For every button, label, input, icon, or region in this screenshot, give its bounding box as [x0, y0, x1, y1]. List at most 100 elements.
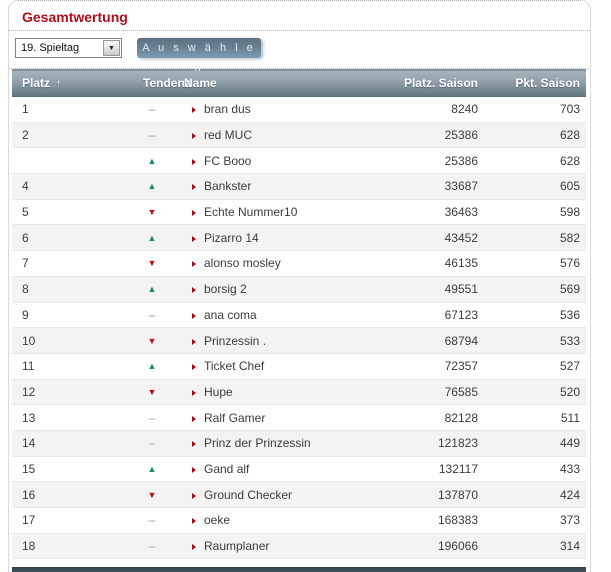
name-bullet-icon [192, 415, 196, 422]
divider [9, 68, 590, 69]
trend-same-icon: – [148, 410, 156, 425]
table-row: 9 – ana coma 67123 536 [12, 302, 586, 329]
player-name-cell[interactable]: bran dus [182, 96, 394, 123]
matchday-select-value: 19. Spieltag [21, 42, 80, 54]
rank-cell: 12 [12, 379, 122, 406]
pkt-saison-cell: 520 [502, 379, 586, 406]
platz-saison-cell: 43452 [394, 224, 502, 252]
pkt-saison-cell: 582 [502, 224, 586, 252]
rank-cell: 1 [12, 96, 122, 123]
player-name: red MUC [204, 128, 253, 143]
column-header-platz-saison[interactable]: Platz. Saison [394, 69, 502, 97]
name-bullet-icon [192, 441, 196, 448]
name-bullet-icon [192, 210, 196, 217]
player-name: Prinz der Prinzessin [204, 436, 311, 451]
trend-same-icon: – [148, 539, 156, 554]
pkt-saison-cell: 605 [502, 173, 586, 200]
player-name-cell[interactable]: Hupe [182, 379, 394, 406]
table-row: 14 – Prinz der Prinzessin 121823 449 [12, 430, 586, 457]
player-name-cell[interactable]: Prinz der Prinzessin [182, 430, 394, 457]
trend-cell: ▲ [122, 147, 182, 175]
column-header-tendenz[interactable]: Tendenz [122, 69, 191, 97]
player-name-cell[interactable]: ana coma [182, 302, 394, 329]
trend-cell: ▼ [122, 199, 182, 226]
platz-saison-cell: 46135 [394, 250, 502, 277]
name-bullet-icon [192, 287, 196, 294]
name-bullet-icon [192, 518, 196, 525]
column-header-platz[interactable]: Platz ↑ [12, 69, 122, 97]
pkt-saison-cell: 569 [502, 276, 586, 303]
player-name-cell[interactable]: Echte Nummer10 [182, 199, 394, 226]
player-name: Ralf Gamer [204, 410, 266, 425]
controls-row: 19. Spieltag ▼ A u s w ä h l e n [15, 38, 590, 74]
player-name: ana coma [204, 307, 257, 322]
player-name-cell[interactable]: Ticket Chef [182, 353, 394, 380]
trend-cell: ▲ [122, 224, 182, 252]
player-name: Raumplaner [204, 539, 270, 554]
trend-cell: – [122, 533, 182, 560]
player-name-cell[interactable]: Bankster [182, 173, 394, 200]
rank-cell: 9 [12, 302, 122, 329]
platz-saison-cell: 36463 [394, 199, 502, 226]
trend-up-icon: ▲ [147, 463, 157, 474]
name-bullet-icon [192, 184, 196, 191]
player-name: Gand alf [204, 461, 250, 476]
trend-cell: ▼ [122, 481, 182, 508]
name-bullet-icon [192, 364, 196, 371]
name-bullet-icon [192, 338, 196, 345]
name-bullet-icon [192, 107, 196, 114]
rank-cell: 14 [12, 430, 122, 457]
player-name-cell[interactable]: FC Booo [182, 147, 394, 175]
table-row: 2 – red MUC 25386 628 [12, 122, 586, 149]
pkt-saison-cell: 433 [502, 456, 586, 483]
name-bullet-icon [192, 466, 196, 473]
rank-cell: 8 [12, 276, 122, 303]
select-dropdown-button[interactable]: ▼ [103, 40, 120, 56]
player-name-cell[interactable]: oeke [182, 507, 394, 534]
platz-saison-cell: 25386 [394, 122, 502, 149]
chevron-down-icon: ▼ [108, 44, 115, 52]
name-bullet-icon [192, 544, 196, 551]
table-row: 17 – oeke 168383 373 [12, 507, 586, 534]
page-title: Gesamtwertung [22, 9, 128, 25]
platz-saison-cell: 76585 [394, 379, 502, 406]
platz-saison-cell: 137870 [394, 481, 502, 508]
trend-down-icon: ▼ [147, 386, 157, 397]
player-name-cell[interactable]: Raumplaner [182, 533, 394, 560]
platz-saison-cell: 33687 [394, 173, 502, 200]
trend-down-icon: ▼ [147, 207, 157, 218]
player-name: FC Booo [204, 153, 252, 168]
trend-cell: – [122, 507, 182, 534]
name-bullet-icon [192, 133, 196, 140]
player-name-cell[interactable]: Pizarro 14 [182, 224, 394, 252]
player-name-cell[interactable]: alonso mosley [182, 250, 394, 277]
platz-saison-cell: 72357 [394, 353, 502, 380]
player-name-cell[interactable]: Prinzessin . [182, 327, 394, 354]
column-header-pkt-saison[interactable]: Pkt. Saison [502, 69, 586, 97]
player-name: Bankster [204, 179, 252, 194]
matchday-select[interactable]: 19. Spieltag ▼ [15, 38, 122, 58]
title-row: Gesamtwertung [9, 1, 590, 31]
pkt-saison-cell: 628 [502, 122, 586, 149]
table-row: 4 ▲ Bankster 33687 605 [12, 173, 586, 200]
trend-cell: ▲ [122, 353, 182, 380]
trend-cell: – [122, 96, 182, 123]
rank-cell: 2 [12, 122, 122, 149]
name-bullet-icon [192, 492, 196, 499]
player-name-cell[interactable]: Ground Checker [182, 481, 394, 508]
sort-asc-icon: ↑ [56, 78, 62, 90]
rank-cell: 6 [12, 224, 122, 252]
name-bullet-icon [192, 389, 196, 396]
player-name-cell[interactable]: Gand alf [182, 456, 394, 483]
platz-saison-cell: 121823 [394, 430, 502, 457]
column-header-name[interactable]: Name [182, 69, 394, 97]
player-name-cell[interactable]: Ralf Gamer [182, 404, 394, 431]
table-row: 7 ▼ alonso mosley 46135 576 [12, 250, 586, 277]
table-row: 16 ▼ Ground Checker 137870 424 [12, 481, 586, 508]
auswaehlen-button[interactable]: A u s w ä h l e n [137, 38, 261, 74]
player-name-cell[interactable]: borsig 2 [182, 276, 394, 303]
trend-up-icon: ▲ [147, 181, 157, 192]
rank-cell: 15 [12, 456, 122, 483]
player-name-cell[interactable]: red MUC [182, 122, 394, 149]
trend-same-icon: – [148, 307, 156, 322]
